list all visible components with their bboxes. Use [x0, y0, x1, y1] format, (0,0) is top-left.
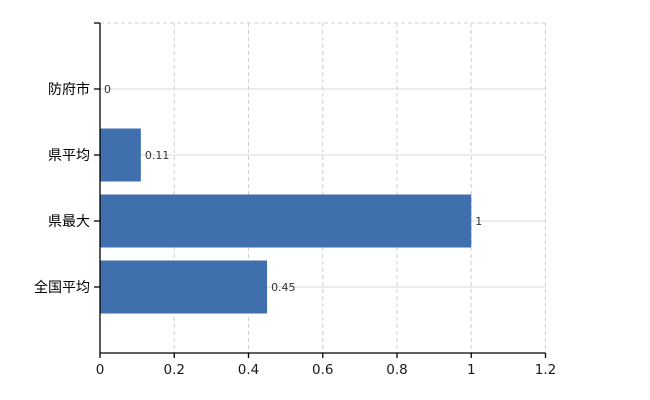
bar-3	[100, 260, 268, 314]
x-tick-label: 0	[96, 362, 105, 378]
bar-2	[100, 194, 472, 248]
x-tick-label: 0.4	[238, 362, 259, 378]
value-label: 1	[475, 215, 482, 228]
x-tick-label: 1	[467, 362, 476, 378]
category-label: 防府市	[48, 81, 90, 98]
value-label: 0	[104, 83, 111, 96]
x-tick-label: 0.6	[312, 362, 333, 378]
x-tick-label: 0.8	[386, 362, 407, 378]
x-tick-label: 1.2	[535, 362, 556, 378]
value-label: 0.45	[271, 281, 296, 294]
x-tick-label: 0.2	[164, 362, 185, 378]
category-label: 全国平均	[34, 279, 90, 296]
category-label: 県平均	[48, 148, 90, 164]
bar-1	[100, 128, 141, 182]
category-label: 県最大	[48, 214, 90, 230]
value-label: 0.11	[145, 149, 170, 162]
